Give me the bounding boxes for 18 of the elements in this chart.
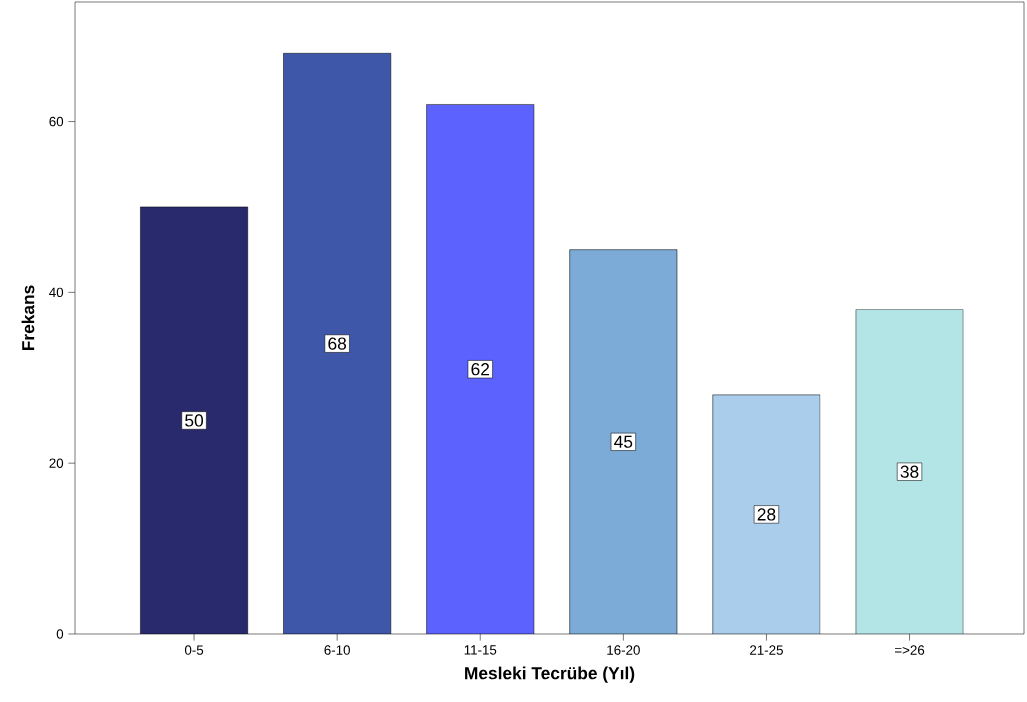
data-label: 62 [471, 363, 490, 376]
x-tick-label: 16-20 [607, 645, 640, 655]
data-label: 68 [328, 337, 347, 350]
y-tick-label: 20 [49, 458, 64, 468]
data-label: 50 [185, 414, 204, 427]
data-label: 28 [757, 508, 776, 521]
x-axis-title: Mesleki Tecrübe (Yıl) [465, 666, 635, 683]
x-tick-label: 21-25 [750, 645, 783, 655]
x-tick-label: 6-10 [324, 645, 350, 655]
y-tick-label: 60 [49, 116, 64, 127]
data-label: 45 [614, 435, 633, 448]
x-tick-label: 0-5 [184, 645, 204, 655]
y-tick-label: 0 [56, 629, 64, 639]
y-tick-label: 40 [49, 287, 64, 298]
y-axis-title: Frekans [21, 285, 35, 351]
data-label: 38 [900, 465, 919, 478]
x-tick-label: =>26 [894, 645, 925, 655]
x-tick-label: 11-15 [464, 645, 497, 655]
